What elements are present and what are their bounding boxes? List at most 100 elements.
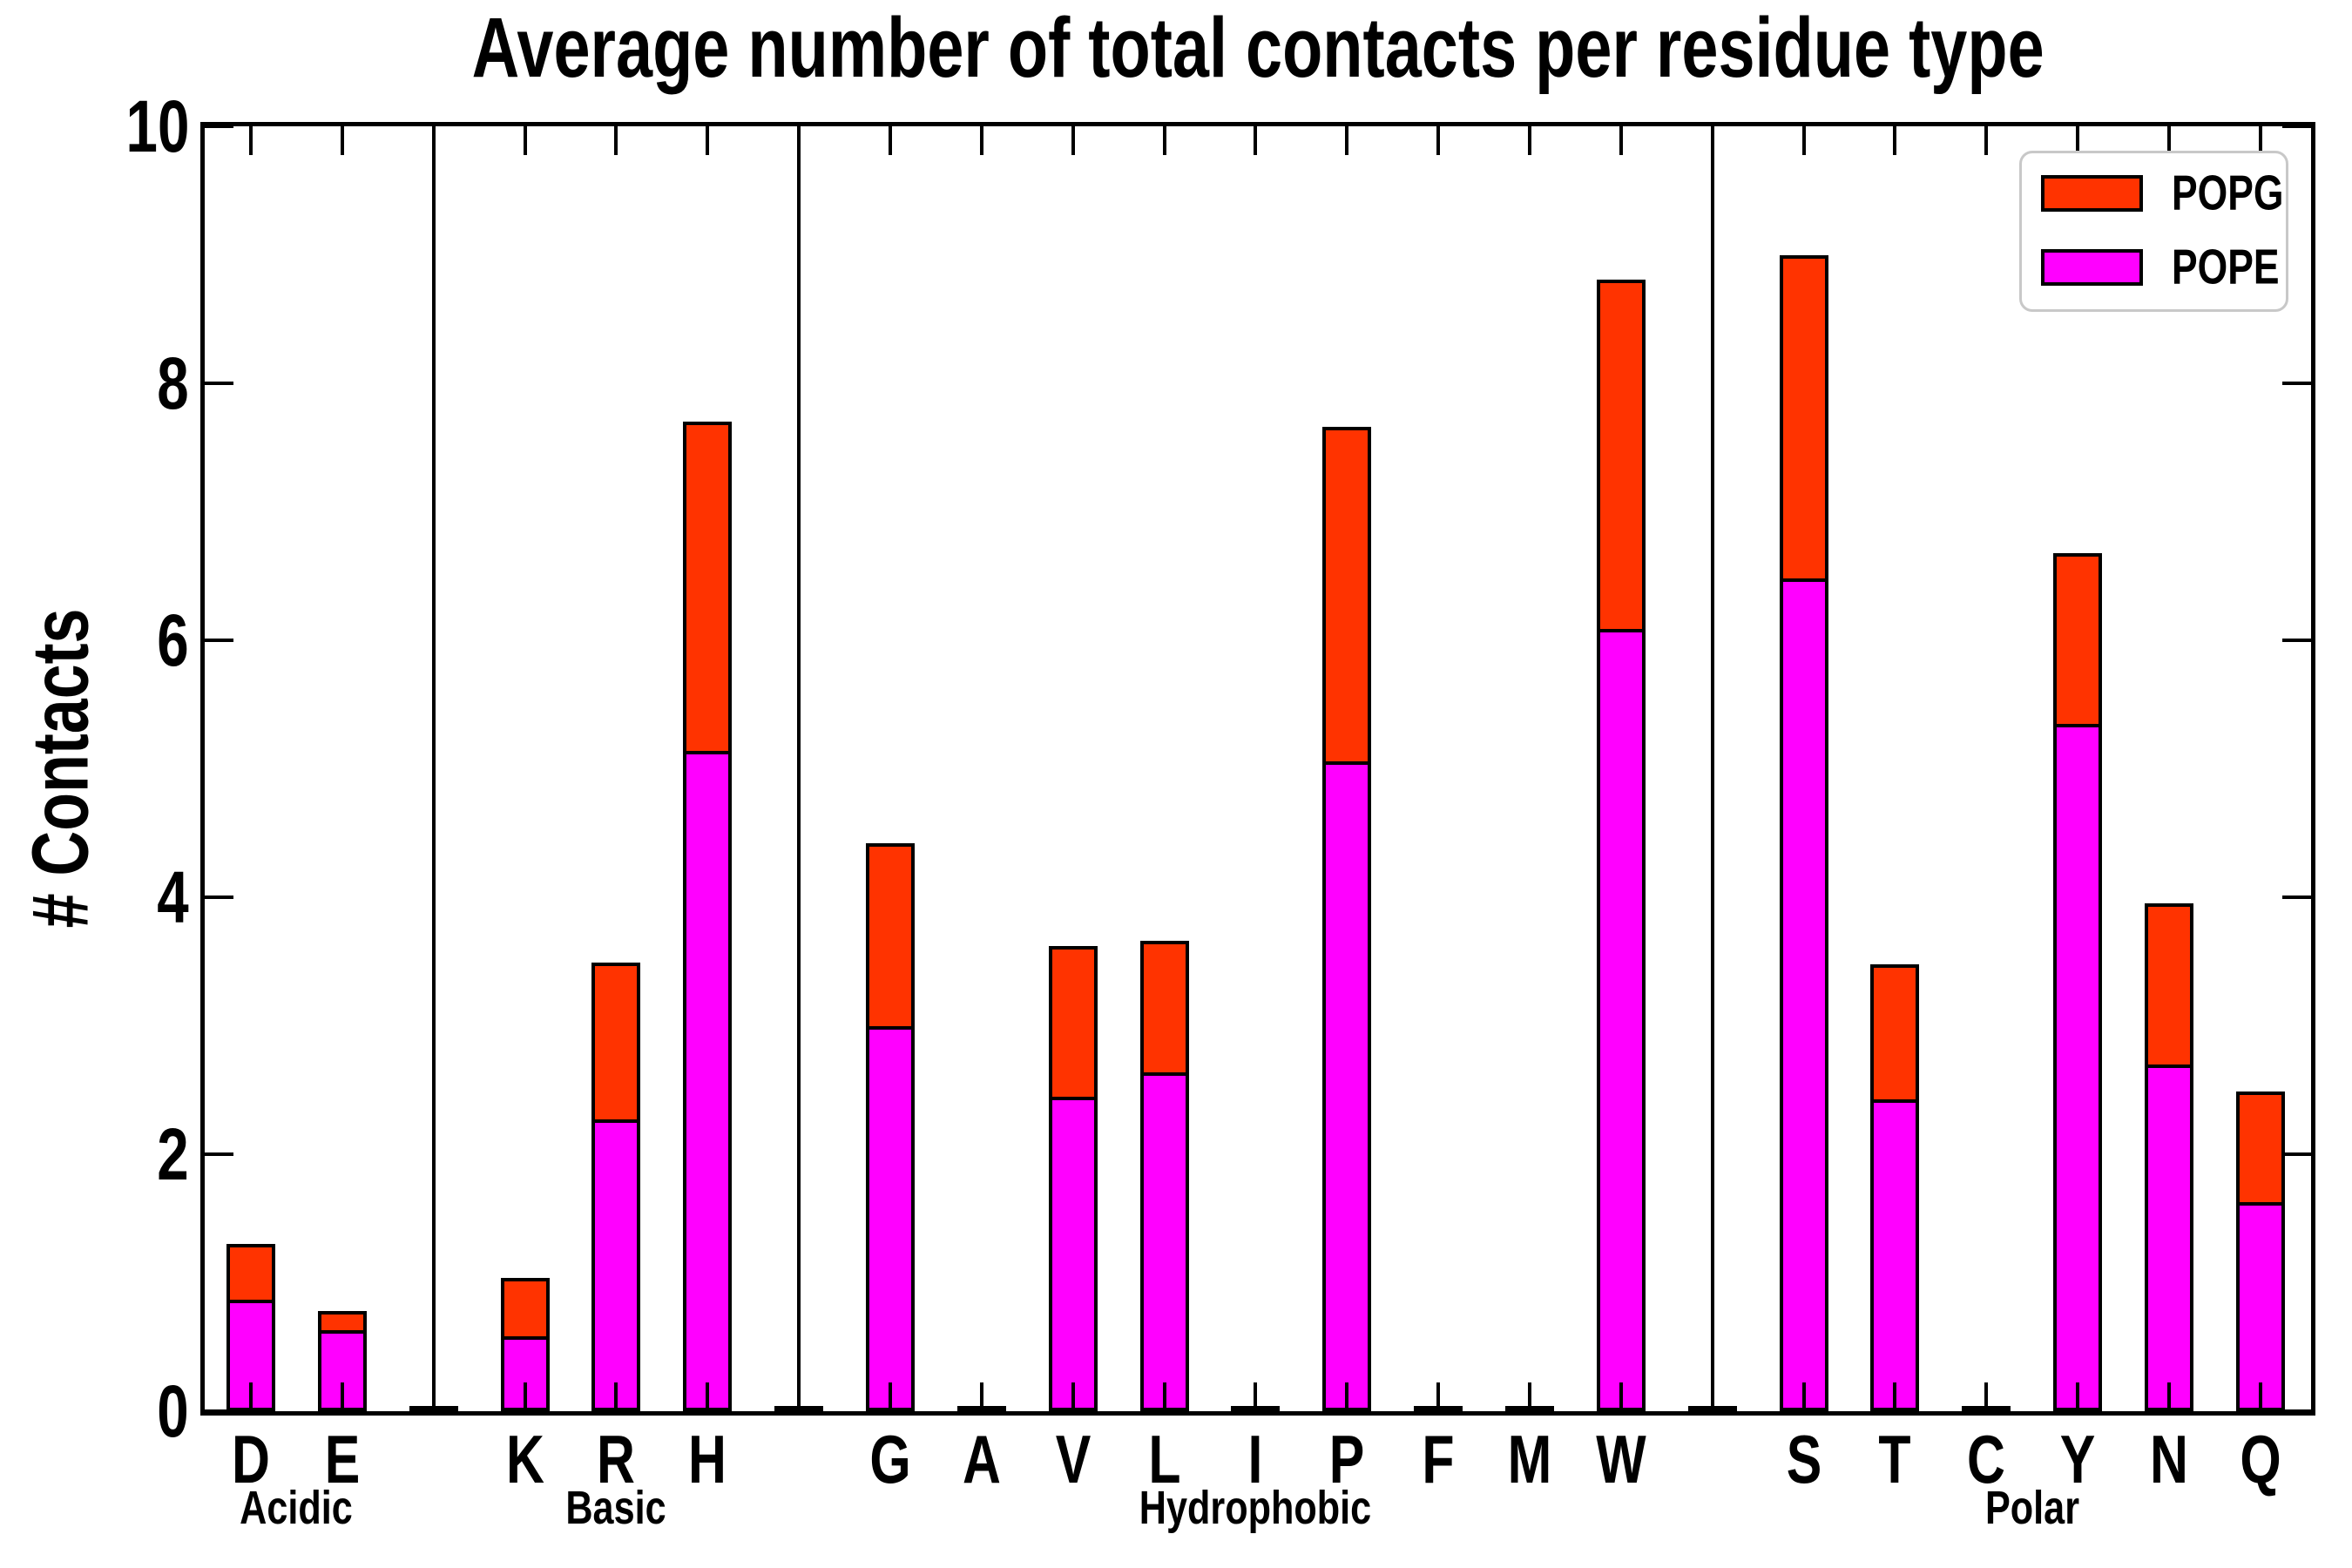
x-category-label-H: H (688, 1421, 727, 1497)
x-axis-bottom-tick-R (614, 1382, 618, 1411)
y-tick-label-10: 10 (15, 90, 189, 163)
x-category-label-T: T (1878, 1421, 1912, 1497)
x-axis-bottom-tick-D (249, 1382, 253, 1411)
y-tick-label-text: 8 (157, 342, 189, 424)
y-axis-tick-0 (205, 1409, 233, 1413)
bar-V-pope (1051, 1096, 1094, 1408)
x-axis-top-tick-H (706, 126, 710, 155)
x-axis-top-tick-R (614, 126, 618, 155)
x-axis-top-tick-M (1528, 126, 1532, 155)
x-axis-bottom-tick-V (1071, 1382, 1075, 1411)
bar-W-pope (1599, 628, 1642, 1408)
x-category-label-F: F (1422, 1421, 1455, 1497)
y-tick-label-text: 10 (125, 85, 189, 167)
bar-Q-pope (2239, 1201, 2281, 1408)
x-category-label-R: R (597, 1421, 636, 1497)
legend-row-pope: POPE (2022, 242, 2286, 292)
bar-L-pope (1143, 1071, 1186, 1408)
x-axis-bottom-tick-T (1893, 1382, 1897, 1411)
y-axis-tick-10 (2282, 125, 2311, 128)
x-category-label-P: P (1329, 1421, 1365, 1497)
x-axis-top-tick-S (1801, 126, 1806, 155)
x-category-label-C: C (1967, 1421, 2006, 1497)
x-group-label-basic: Basic (565, 1482, 667, 1534)
x-axis-top-tick-P (1345, 126, 1349, 155)
y-tick-label-6: 6 (15, 604, 189, 677)
group-separator-1 (797, 126, 801, 1411)
bar-P-pope (1326, 760, 1369, 1408)
legend-swatch-pope (2041, 249, 2143, 286)
y-tick-label-8: 8 (15, 347, 189, 420)
bar-V-popg (1048, 946, 1098, 1411)
x-category-label-G: G (869, 1421, 911, 1497)
x-group-label-acidic: Acidic (240, 1482, 354, 1534)
bar-P-popg (1322, 427, 1372, 1411)
bar-W-popg (1596, 279, 1646, 1411)
bar-Y-pope (2057, 723, 2099, 1408)
bar-H-popg (683, 422, 733, 1411)
x-category-label-A: A (962, 1421, 1001, 1497)
bar-N-popg (2145, 903, 2194, 1411)
y-axis-tick-6 (2282, 639, 2311, 642)
bar-T-popg (1870, 963, 1920, 1411)
bar-H-pope (686, 750, 729, 1408)
x-axis-bottom-tick-L (1162, 1382, 1166, 1411)
x-axis-top-tick-F (1436, 126, 1441, 155)
y-axis-tick-8 (2282, 382, 2311, 385)
bar-L-popg (1139, 941, 1189, 1411)
x-axis-top-tick-T (1893, 126, 1897, 155)
y-axis-tick-10 (205, 125, 233, 128)
y-tick-label-0: 0 (15, 1375, 189, 1448)
x-category-label-I: I (1248, 1421, 1263, 1497)
x-category-label-E: E (324, 1421, 361, 1497)
y-tick-label-text: 0 (157, 1370, 189, 1452)
x-axis-top-tick-A (979, 126, 983, 155)
x-axis-bottom-tick-Y (2076, 1382, 2080, 1411)
x-axis-bottom-tick-K (523, 1382, 527, 1411)
x-category-label-Q: Q (2240, 1421, 2281, 1497)
x-category-label-M: M (1507, 1421, 1552, 1497)
x-axis-top-tick-N (2167, 126, 2172, 155)
x-axis-bottom-tick-G (889, 1382, 893, 1411)
x-axis-top-tick-C (1984, 126, 1989, 155)
x-axis-top-tick-W (1619, 126, 1623, 155)
y-axis-tick-8 (205, 382, 233, 385)
y-tick-label-text: 4 (157, 856, 189, 938)
y-tick-label-2: 2 (15, 1118, 189, 1191)
plot-area (200, 122, 2315, 1416)
legend-label-pope: POPE (2172, 239, 2280, 295)
x-category-label-N: N (2150, 1421, 2189, 1497)
x-axis-top-tick-L (1162, 126, 1166, 155)
y-axis-tick-2 (205, 1152, 233, 1156)
x-group-label-hydrophobic: Hydrophobic (1139, 1482, 1372, 1534)
legend: POPG POPE (2019, 151, 2288, 312)
chart-title-text: Average number of total contacts per res… (471, 0, 2044, 95)
bar-G-popg (866, 843, 916, 1411)
x-axis-top-tick-I (1254, 126, 1258, 155)
x-group-label-polar: Polar (1984, 1482, 2079, 1534)
bar-S-pope (1782, 578, 1825, 1408)
bar-R-popg (591, 963, 641, 1411)
y-tick-label-text: 2 (157, 1113, 189, 1195)
x-axis-bottom-tick-W (1619, 1382, 1623, 1411)
x-axis-bottom-tick-E (340, 1382, 344, 1411)
separator-baseline-nub-1 (774, 1406, 824, 1411)
x-category-label-V: V (1055, 1421, 1092, 1497)
x-axis-bottom-tick-Q (2258, 1382, 2262, 1411)
y-axis-tick-4 (205, 896, 233, 899)
x-axis-bottom-tick-F (1436, 1382, 1441, 1411)
x-axis-top-tick-D (249, 126, 253, 155)
bar-Y-popg (2053, 552, 2103, 1411)
x-axis-top-tick-Q (2258, 126, 2262, 155)
x-axis-bottom-tick-I (1254, 1382, 1258, 1411)
x-axis-bottom-tick-N (2167, 1382, 2172, 1411)
y-axis-tick-0 (2282, 1409, 2311, 1413)
chart-title: Average number of total contacts per res… (205, 3, 2311, 92)
x-category-label-K: K (505, 1421, 544, 1497)
bar-G-pope (869, 1025, 912, 1408)
x-axis-top-tick-K (523, 126, 527, 155)
x-axis-top-tick-Y (2076, 126, 2080, 155)
legend-swatch-popg (2041, 175, 2143, 212)
x-category-label-S: S (1786, 1421, 1821, 1497)
